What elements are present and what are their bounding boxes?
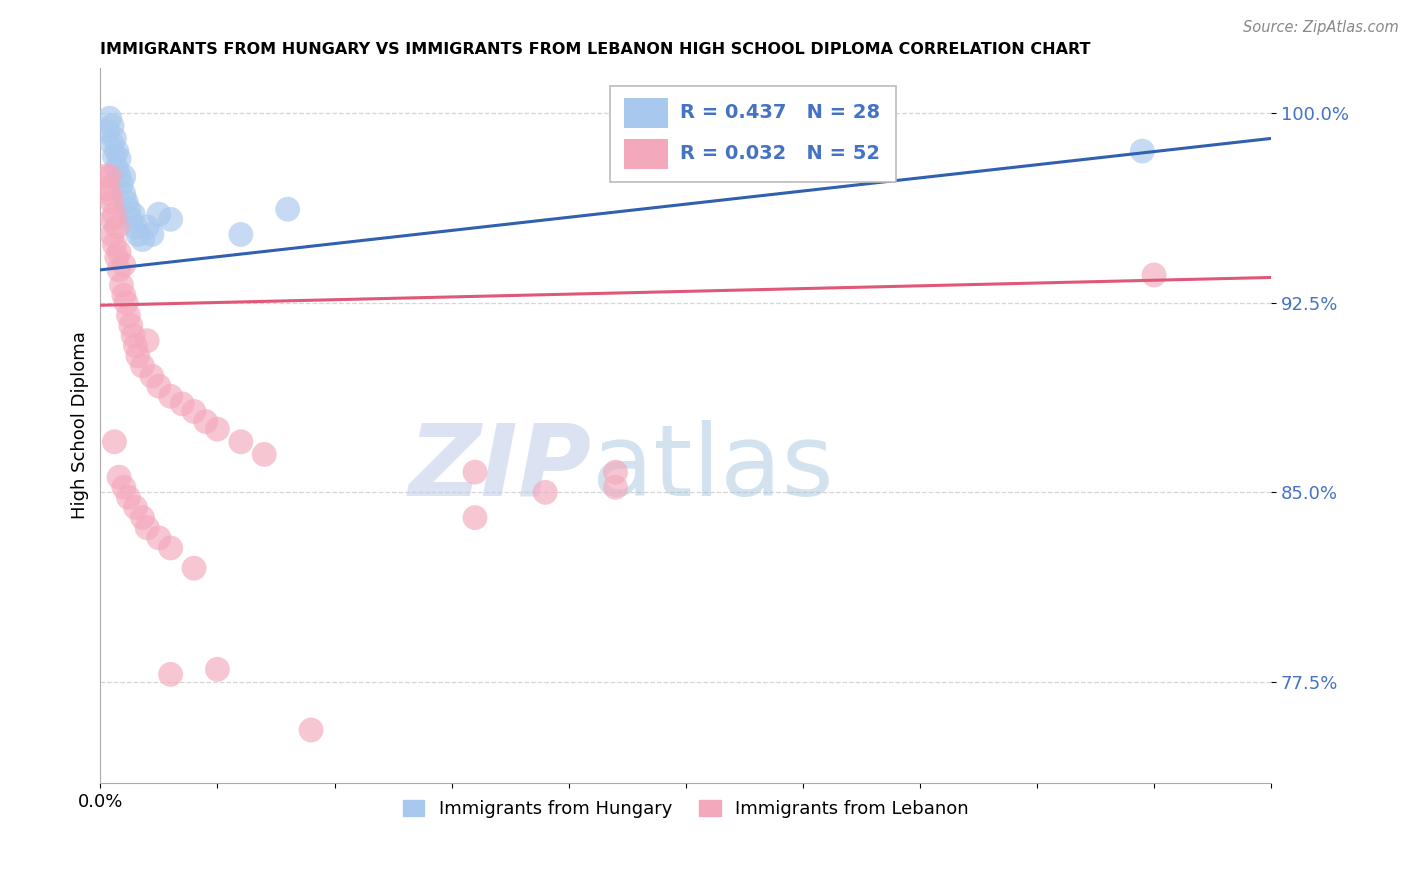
FancyBboxPatch shape: [610, 86, 897, 182]
FancyBboxPatch shape: [624, 139, 668, 169]
Point: [136, 521, 159, 535]
Point: [98, 169, 121, 184]
Point: [148, 207, 170, 221]
Point: [96, 124, 118, 138]
Point: [108, 245, 131, 260]
Point: [103, 131, 125, 145]
Point: [534, 485, 557, 500]
Point: [103, 207, 125, 221]
Point: [127, 227, 149, 242]
Point: [98, 187, 121, 202]
Point: [229, 434, 252, 449]
Point: [112, 187, 135, 202]
Y-axis label: High School Diploma: High School Diploma: [72, 332, 89, 519]
Point: [124, 219, 146, 234]
Point: [117, 202, 139, 217]
Point: [112, 169, 135, 184]
Point: [122, 207, 145, 221]
Text: ZIP: ZIP: [409, 420, 592, 516]
Point: [464, 510, 486, 524]
Point: [207, 422, 229, 436]
Point: [124, 339, 146, 353]
Point: [112, 288, 135, 302]
Point: [94, 169, 117, 184]
Point: [103, 149, 125, 163]
Point: [159, 389, 181, 403]
Text: R = 0.437   N = 28: R = 0.437 N = 28: [681, 103, 880, 122]
Point: [105, 219, 128, 234]
Point: [122, 328, 145, 343]
Point: [112, 480, 135, 494]
Point: [605, 465, 627, 479]
Point: [136, 334, 159, 348]
Point: [103, 237, 125, 252]
FancyBboxPatch shape: [624, 98, 668, 128]
Point: [96, 182, 118, 196]
Point: [112, 258, 135, 272]
Point: [115, 295, 138, 310]
Point: [101, 212, 124, 227]
Point: [105, 250, 128, 264]
Point: [277, 202, 299, 217]
Point: [101, 227, 124, 242]
Point: [159, 541, 181, 555]
Point: [299, 723, 322, 737]
Point: [131, 233, 153, 247]
Point: [136, 219, 159, 234]
Point: [141, 227, 163, 242]
Point: [131, 359, 153, 373]
Point: [183, 561, 205, 575]
Point: [127, 349, 149, 363]
Point: [103, 434, 125, 449]
Point: [141, 369, 163, 384]
Point: [117, 309, 139, 323]
Point: [110, 278, 132, 293]
Point: [108, 470, 131, 484]
Point: [253, 447, 276, 461]
Point: [207, 662, 229, 676]
Point: [105, 144, 128, 158]
Text: atlas: atlas: [592, 420, 834, 516]
Point: [159, 212, 181, 227]
Point: [172, 397, 194, 411]
Point: [1130, 144, 1153, 158]
Point: [101, 136, 124, 151]
Point: [194, 415, 217, 429]
Text: Source: ZipAtlas.com: Source: ZipAtlas.com: [1243, 20, 1399, 35]
Point: [605, 480, 627, 494]
Point: [105, 161, 128, 176]
Point: [101, 119, 124, 133]
Point: [98, 112, 121, 126]
Point: [464, 465, 486, 479]
Point: [131, 510, 153, 524]
Point: [159, 667, 181, 681]
Legend: Immigrants from Hungary, Immigrants from Lebanon: Immigrants from Hungary, Immigrants from…: [395, 793, 976, 825]
Text: IMMIGRANTS FROM HUNGARY VS IMMIGRANTS FROM LEBANON HIGH SCHOOL DIPLOMA CORRELATI: IMMIGRANTS FROM HUNGARY VS IMMIGRANTS FR…: [100, 42, 1091, 57]
Point: [117, 491, 139, 505]
Point: [862, 112, 884, 126]
Point: [108, 263, 131, 277]
Text: R = 0.032   N = 52: R = 0.032 N = 52: [681, 144, 880, 163]
Point: [229, 227, 252, 242]
Point: [148, 531, 170, 545]
Point: [120, 318, 142, 333]
Point: [1143, 268, 1166, 282]
Point: [148, 379, 170, 393]
Point: [183, 404, 205, 418]
Point: [124, 500, 146, 515]
Point: [110, 177, 132, 191]
Point: [108, 152, 131, 166]
Point: [120, 212, 142, 227]
Point: [115, 194, 138, 209]
Point: [101, 194, 124, 209]
Point: [108, 169, 131, 184]
